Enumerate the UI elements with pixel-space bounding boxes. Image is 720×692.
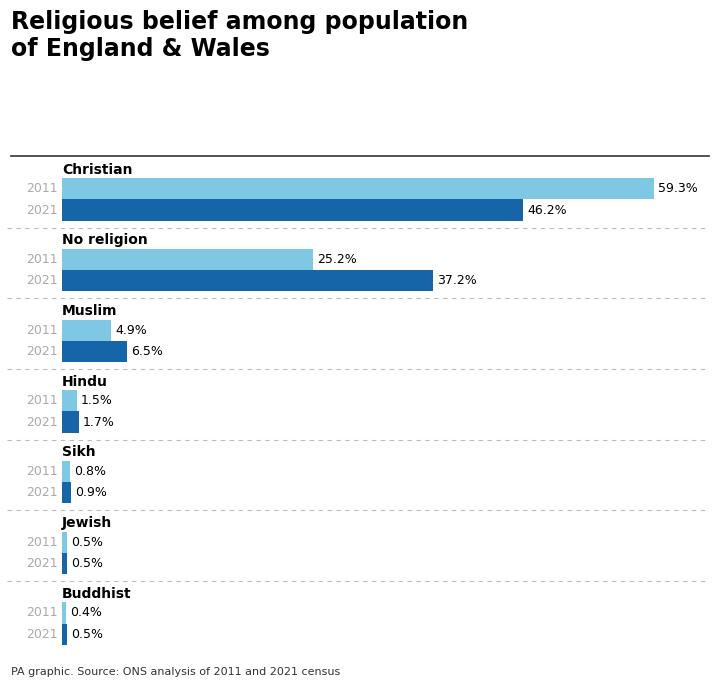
Bar [62, 199, 523, 221]
Text: 0.5%: 0.5% [71, 557, 103, 570]
Text: 2011: 2011 [27, 394, 58, 408]
Text: 2011: 2011 [27, 253, 58, 266]
Text: 0.5%: 0.5% [71, 628, 103, 641]
Bar [62, 179, 654, 199]
Text: Muslim: Muslim [62, 304, 117, 318]
Bar [62, 461, 70, 482]
Text: 2021: 2021 [27, 557, 58, 570]
Text: 0.5%: 0.5% [71, 536, 103, 549]
Text: 59.3%: 59.3% [657, 183, 698, 195]
Text: 2021: 2021 [27, 416, 58, 428]
Text: PA graphic. Source: ONS analysis of 2011 and 2021 census: PA graphic. Source: ONS analysis of 2011… [11, 667, 340, 677]
Text: 0.9%: 0.9% [75, 486, 107, 500]
Text: Christian: Christian [62, 163, 132, 176]
Text: 2021: 2021 [27, 628, 58, 641]
Text: Hindu: Hindu [62, 375, 108, 389]
Text: 6.5%: 6.5% [131, 345, 163, 358]
Bar [62, 412, 79, 432]
Bar [62, 249, 313, 270]
Text: 46.2%: 46.2% [527, 203, 567, 217]
Text: 2011: 2011 [27, 606, 58, 619]
Bar [62, 341, 127, 362]
Text: 2021: 2021 [27, 345, 58, 358]
Text: 2011: 2011 [27, 465, 58, 478]
Text: 1.7%: 1.7% [83, 416, 115, 428]
Text: No religion: No religion [62, 233, 148, 248]
Text: 2021: 2021 [27, 203, 58, 217]
Text: 2021: 2021 [27, 274, 58, 287]
Bar [62, 390, 77, 412]
Text: Jewish: Jewish [62, 516, 112, 530]
Text: Buddhist: Buddhist [62, 587, 132, 601]
Text: Sikh: Sikh [62, 446, 96, 459]
Bar [62, 270, 433, 291]
Bar [62, 320, 111, 341]
Text: 2021: 2021 [27, 486, 58, 500]
Text: 37.2%: 37.2% [437, 274, 477, 287]
Text: 0.8%: 0.8% [74, 465, 106, 478]
Text: 1.5%: 1.5% [81, 394, 113, 408]
Text: 4.9%: 4.9% [115, 324, 147, 337]
Text: 2011: 2011 [27, 183, 58, 195]
Bar [62, 623, 67, 645]
Text: 2011: 2011 [27, 324, 58, 337]
Text: 2011: 2011 [27, 536, 58, 549]
Bar [62, 482, 71, 503]
Bar [62, 531, 67, 553]
Text: 0.4%: 0.4% [70, 606, 102, 619]
Text: 25.2%: 25.2% [318, 253, 357, 266]
Bar [62, 602, 66, 623]
Text: Religious belief among population
of England & Wales: Religious belief among population of Eng… [11, 10, 468, 61]
Bar [62, 553, 67, 574]
